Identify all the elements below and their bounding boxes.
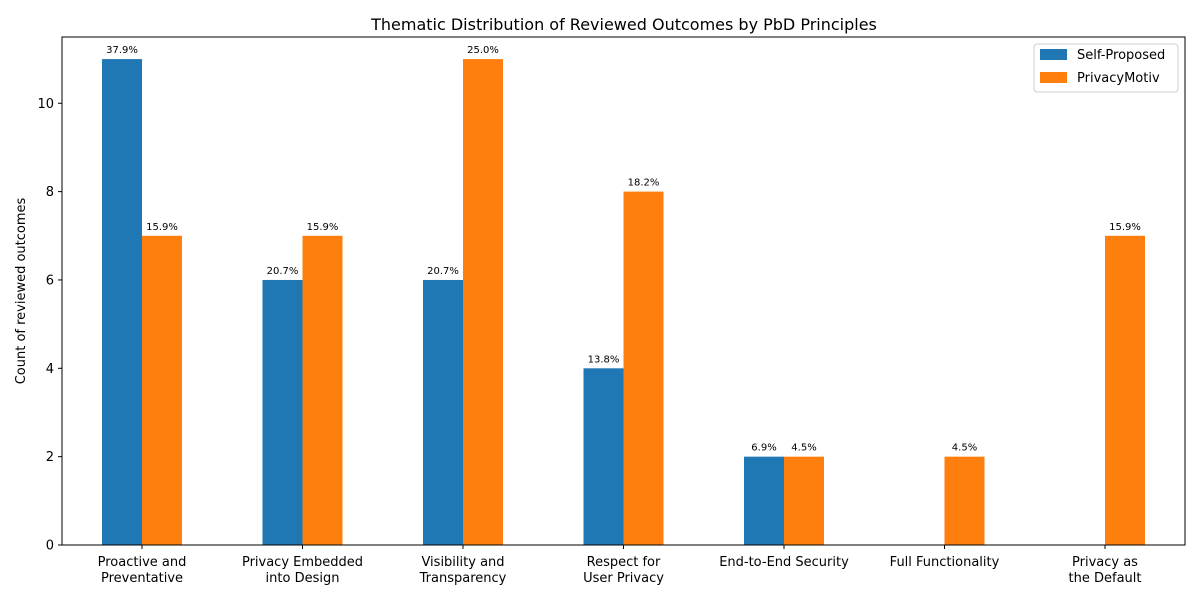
- x-tick-label-line: Proactive and: [98, 555, 187, 570]
- bar-label-self-proposed-proactive-and-preventative: 37.9%: [106, 45, 138, 56]
- bar-privacymotiv-full-functionality: [944, 456, 985, 545]
- x-tick-label-line: End-to-End Security: [719, 555, 849, 570]
- bar-label-privacymotiv-privacy-as-the-default: 15.9%: [1109, 222, 1141, 233]
- bar-label-privacymotiv-end-to-end-security: 4.5%: [791, 443, 816, 454]
- bar-labels-group: 37.9% 20.7% 20.7% 13.8% 6.9% 15.9% 15.9% 25.0% 1…: [106, 45, 1141, 454]
- bar-label-self-proposed-privacy-embedded-into-design: 20.7%: [267, 266, 299, 277]
- bar-self-proposed-proactive-and-preventative: [102, 59, 142, 546]
- legend-label-self-proposed: Self-Proposed: [1077, 48, 1165, 63]
- y-tick-label-6: 6: [46, 273, 54, 288]
- bar-privacymotiv-privacy-as-the-default: [1105, 235, 1145, 546]
- bar-label-self-proposed-visibility-and-transparency: 20.7%: [427, 266, 459, 277]
- y-axis-label: Count of reviewed outcomes: [14, 197, 29, 384]
- x-tick-label-line: Transparency: [419, 571, 507, 586]
- x-tick-label-line: Preventative: [101, 571, 183, 586]
- bar-label-self-proposed-end-to-end-security: 6.9%: [751, 443, 776, 454]
- y-tick-label-8: 8: [46, 185, 54, 200]
- bar-privacymotiv-privacy-embedded-into-design: [302, 235, 343, 546]
- legend-label-privacymotiv: PrivacyMotiv: [1077, 71, 1160, 86]
- y-tick-label-2: 2: [46, 450, 54, 465]
- y-tick-label-0: 0: [46, 539, 54, 554]
- x-tick-label-visibility-and-transparency: Visibility and Transparency: [419, 555, 507, 586]
- x-tick-label-line: Respect for: [587, 555, 661, 570]
- y-tick-label-4: 4: [46, 362, 54, 377]
- x-tick-label-line: Privacy Embedded: [242, 555, 363, 570]
- x-tick-label-line: User Privacy: [583, 571, 664, 586]
- bar-label-privacymotiv-full-functionality: 4.5%: [952, 443, 977, 454]
- x-tick-label-line: Visibility and: [421, 555, 504, 570]
- bar-self-proposed-privacy-embedded-into-design: [262, 279, 303, 545]
- bar-privacymotiv-proactive-and-preventative: [142, 235, 182, 546]
- bar-self-proposed-visibility-and-transparency: [423, 279, 463, 545]
- y-axis: 0 2 4 6 8 10: [37, 97, 62, 554]
- legend-swatch-self-proposed: [1040, 49, 1067, 60]
- bar-self-proposed-end-to-end-security: [744, 456, 784, 545]
- bars-group: [102, 59, 1145, 546]
- x-tick-label-line: Privacy as: [1072, 555, 1138, 570]
- legend: Self-Proposed PrivacyMotiv: [1033, 43, 1179, 93]
- legend-swatch-privacymotiv: [1040, 72, 1067, 83]
- x-tick-label-proactive-and-preventative: Proactive and Preventative: [98, 555, 187, 586]
- x-tick-label-privacy-embedded-into-design: Privacy Embedded into Design: [242, 555, 363, 586]
- chart-title: Thematic Distribution of Reviewed Outcom…: [370, 15, 877, 34]
- x-tick-label-line: the Default: [1069, 571, 1142, 586]
- bar-privacymotiv-end-to-end-security: [784, 456, 824, 545]
- x-axis: Proactive and Preventative Privacy Embedde…: [98, 545, 1142, 586]
- bar-privacymotiv-visibility-and-transparency: [463, 59, 503, 546]
- y-tick-label-10: 10: [37, 97, 54, 112]
- bar-label-self-proposed-respect-for-user-privacy: 13.8%: [588, 354, 620, 365]
- legend-box: [1033, 43, 1179, 93]
- bar-label-privacymotiv-proactive-and-preventative: 15.9%: [146, 222, 178, 233]
- x-tick-label-end-to-end-security: End-to-End Security: [719, 555, 849, 570]
- x-tick-label-privacy-as-the-default: Privacy as the Default: [1069, 555, 1142, 586]
- x-tick-label-respect-for-user-privacy: Respect for User Privacy: [583, 555, 664, 586]
- x-tick-label-line: into Design: [266, 571, 340, 586]
- x-tick-label-line: Full Functionality: [890, 555, 1000, 570]
- x-tick-label-full-functionality: Full Functionality: [890, 555, 1000, 570]
- bar-privacymotiv-respect-for-user-privacy: [623, 191, 664, 545]
- bar-self-proposed-respect-for-user-privacy: [583, 368, 624, 545]
- bar-label-privacymotiv-privacy-embedded-into-design: 15.9%: [307, 222, 339, 233]
- bar-label-privacymotiv-respect-for-user-privacy: 18.2%: [628, 178, 660, 189]
- bar-label-privacymotiv-visibility-and-transparency: 25.0%: [467, 45, 499, 56]
